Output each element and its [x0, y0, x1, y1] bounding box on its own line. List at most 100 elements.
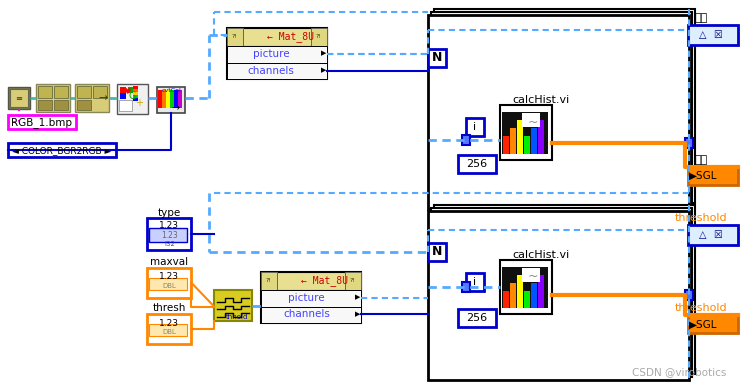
Text: ~: ~	[527, 116, 538, 129]
Text: ☒: ☒	[713, 30, 722, 40]
Bar	[431, 12, 692, 206]
Text: DBL: DBL	[162, 283, 176, 289]
Text: 原图: 原图	[695, 13, 707, 23]
Bar	[503, 136, 509, 154]
Bar	[345, 272, 360, 290]
Text: threshold: threshold	[674, 303, 727, 313]
Bar	[538, 120, 544, 154]
Bar	[134, 95, 138, 98]
Bar	[174, 90, 178, 108]
Text: G: G	[128, 91, 136, 102]
Bar	[158, 90, 162, 108]
Bar	[170, 90, 174, 108]
Text: ▶: ▶	[354, 312, 360, 317]
Bar	[227, 28, 327, 80]
Bar	[462, 282, 470, 291]
Bar	[462, 135, 470, 145]
Text: 1.23: 1.23	[161, 231, 178, 240]
Bar	[54, 100, 68, 110]
Text: ▶: ▶	[354, 295, 360, 301]
Bar	[77, 100, 91, 110]
Bar	[428, 211, 689, 380]
Bar	[77, 86, 91, 98]
Bar	[178, 90, 182, 108]
Bar	[75, 85, 109, 112]
Text: ≡: ≡	[16, 94, 23, 103]
Bar	[428, 49, 446, 66]
Bar	[685, 138, 693, 148]
Text: calcHist.vi: calcHist.vi	[512, 95, 569, 105]
Bar	[261, 272, 360, 323]
Bar	[500, 105, 552, 160]
Bar	[134, 86, 138, 90]
Text: channels: channels	[248, 66, 294, 76]
Text: ▶SGL: ▶SGL	[689, 171, 717, 181]
Text: ☒: ☒	[713, 230, 722, 240]
Bar	[688, 225, 738, 245]
Bar	[466, 273, 484, 291]
Bar	[162, 90, 167, 108]
Text: DBL: DBL	[162, 329, 176, 335]
Text: △: △	[699, 230, 707, 240]
Bar	[149, 324, 187, 336]
Text: ▶: ▶	[321, 51, 327, 57]
Bar	[688, 25, 738, 45]
Bar	[458, 310, 496, 327]
Bar	[522, 113, 540, 127]
Text: i: i	[473, 277, 477, 287]
Bar	[227, 28, 327, 46]
Bar	[119, 88, 125, 93]
Bar	[688, 167, 738, 185]
Text: N: N	[432, 51, 442, 64]
Text: →: →	[98, 93, 107, 103]
Bar	[134, 92, 138, 95]
Bar	[538, 275, 544, 308]
Bar	[502, 267, 547, 308]
Text: ~: ~	[527, 270, 538, 283]
Bar	[523, 136, 529, 154]
Text: △: △	[699, 30, 707, 40]
Text: ?!: ?!	[315, 34, 321, 39]
Bar	[685, 290, 693, 300]
Text: ◄ COLOR_BGR2RGB ►: ◄ COLOR_BGR2RGB ►	[12, 146, 111, 155]
Bar	[517, 120, 523, 154]
Bar	[531, 128, 537, 154]
Text: 1.23: 1.23	[159, 319, 179, 328]
Bar	[523, 291, 529, 308]
Text: 1.23: 1.23	[159, 272, 179, 281]
Bar	[434, 205, 695, 374]
Text: threshold: threshold	[674, 213, 727, 223]
Bar	[434, 9, 695, 203]
Bar	[466, 119, 484, 136]
Bar	[38, 86, 52, 98]
Text: CSDN @virobotics: CSDN @virobotics	[632, 367, 727, 377]
Bar	[8, 88, 30, 109]
Text: i: i	[473, 122, 477, 132]
Bar	[510, 128, 516, 154]
Text: ▶SGL: ▶SGL	[689, 320, 717, 329]
Text: picture: picture	[288, 293, 325, 303]
Text: cvtCol: cvtCol	[161, 88, 181, 93]
Bar	[128, 88, 134, 93]
Bar	[158, 88, 185, 113]
Bar	[503, 291, 509, 308]
Bar	[227, 46, 327, 63]
Text: ?!: ?!	[349, 278, 355, 283]
Bar	[500, 260, 552, 315]
Bar	[147, 267, 192, 298]
Bar	[119, 93, 125, 100]
Text: thhold: thhold	[226, 315, 249, 320]
Text: type: type	[158, 208, 181, 218]
Text: +: +	[135, 98, 143, 108]
Bar	[147, 315, 192, 344]
Bar	[458, 155, 496, 173]
Bar	[261, 306, 360, 323]
Bar	[522, 267, 540, 282]
Bar	[36, 85, 70, 112]
Text: RGB_1.bmp: RGB_1.bmp	[11, 117, 72, 128]
Bar	[428, 243, 446, 261]
Text: 256: 256	[466, 159, 487, 169]
Bar	[149, 278, 187, 290]
Bar	[502, 112, 547, 154]
Text: ← Mat_8U: ← Mat_8U	[267, 31, 315, 42]
